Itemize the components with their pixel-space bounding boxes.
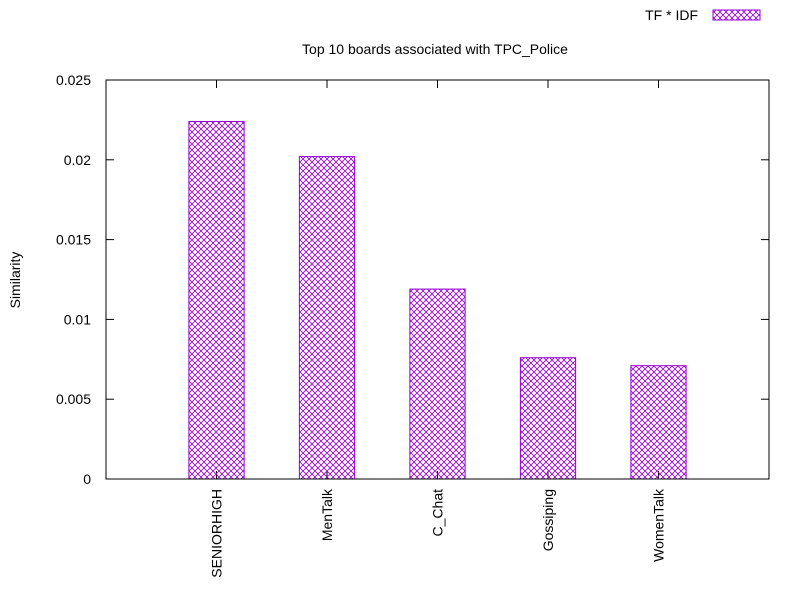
y-tick-label: 0: [83, 471, 91, 487]
bar-mentalk: [298, 156, 356, 480]
bars: [188, 120, 687, 480]
chart-title: Top 10 boards associated with TPC_Police: [302, 41, 568, 57]
plot-area-border: [105, 79, 770, 480]
y-tick-label: 0.015: [56, 232, 91, 248]
y-tick-label: 0.025: [56, 72, 91, 88]
x-tick-label: Gossiping: [540, 489, 556, 551]
bar-gossiping: [519, 357, 577, 480]
x-tick-label: SENIORHIGH: [209, 489, 225, 578]
bar-womentalk: [630, 365, 687, 480]
y-tick-label: 0.01: [64, 311, 91, 327]
bar-seniorhigh: [188, 120, 245, 480]
y-tick-label: 0.02: [64, 152, 91, 168]
x-tick-label: WomenTalk: [651, 488, 667, 562]
y-axis-label: Similarity: [7, 252, 23, 309]
legend: TF * IDF: [645, 7, 761, 23]
legend-swatch: [712, 9, 761, 21]
y-tick-label: 0.005: [56, 391, 91, 407]
y-tick-labels: 0 0.005 0.01 0.015 0.02 0.025: [56, 72, 91, 487]
legend-label: TF * IDF: [645, 7, 698, 23]
x-tick-label: C_Chat: [430, 489, 446, 537]
bar-c-chat: [409, 288, 466, 480]
x-tick-label: MenTalk: [319, 488, 335, 541]
x-tick-labels: SENIORHIGH MenTalk C_Chat Gossiping WomenTal…: [209, 488, 667, 578]
